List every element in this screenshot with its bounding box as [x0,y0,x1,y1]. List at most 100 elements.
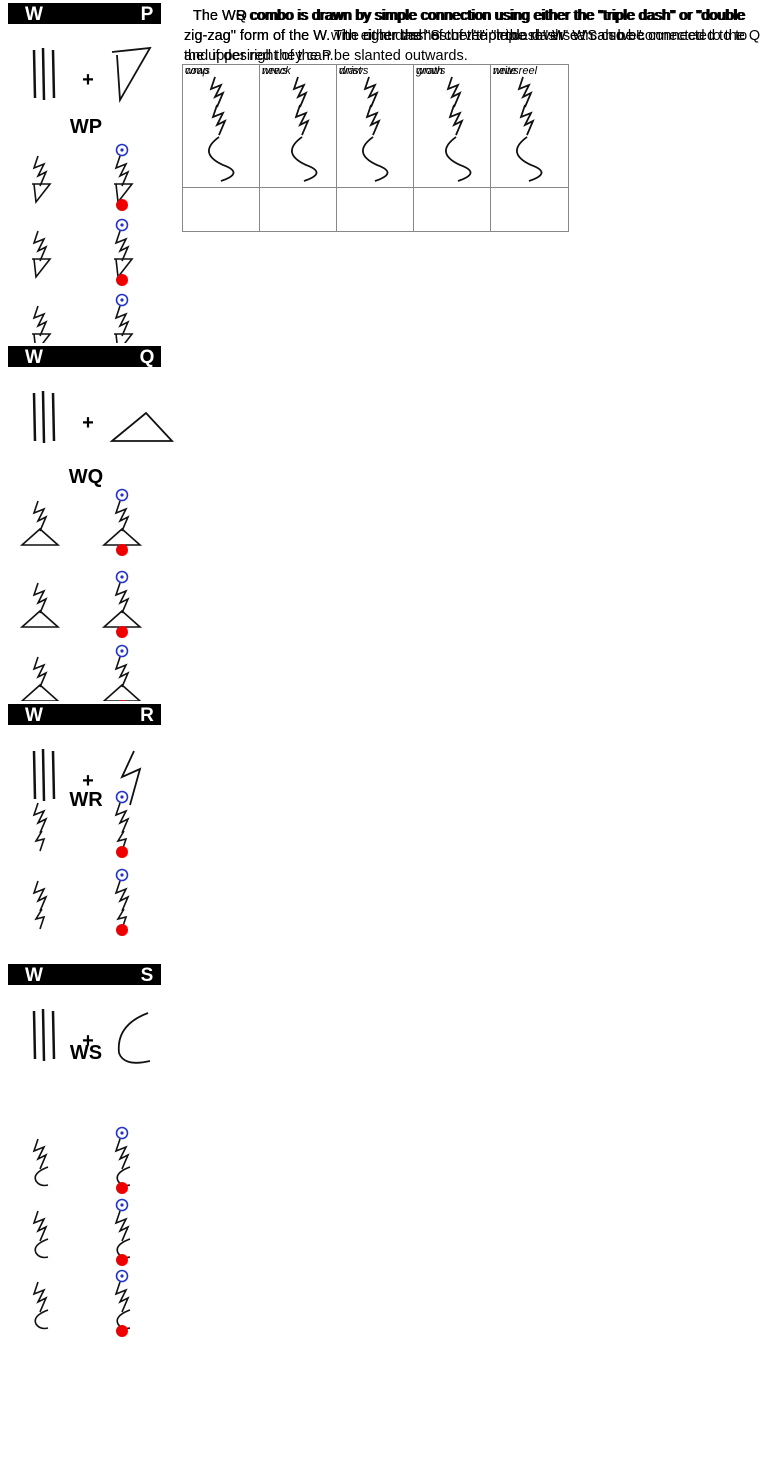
end-marker [116,924,128,936]
example-word: grows [416,65,446,77]
glyph-drawing: W R+WR [8,704,161,936]
combo-glyph [101,582,143,628]
glyph-drawing: W S+WS [8,964,161,1337]
start-marker [115,644,129,658]
combo-glyph [32,1210,49,1259]
example-word: cows [185,65,211,77]
header-bar [8,704,161,725]
start-marker [115,293,129,307]
start-dot [120,493,124,497]
combo-label: WP [70,116,102,138]
end-marker [116,1182,128,1194]
example-word: wreck [262,65,291,77]
start-dot [120,1131,124,1135]
triple-dash [32,47,56,101]
start-marker [115,790,129,804]
example-cell: grows [414,65,491,231]
start-dot [120,795,124,799]
combo-glyph [32,802,48,852]
example-word: newsreel [493,65,538,77]
plus-sign: + [82,1030,94,1052]
glyph-cell: W R + WR [0,701,773,966]
description: The WR combo is drawn by simple connecti… [184,8,746,44]
example-drawing [291,76,318,182]
start-dot [120,1274,124,1278]
combo-row: W S + WS The WS combo is drawn by simple con… [0,8,773,1473]
example-stroke [291,76,318,182]
right-letter: P [141,4,154,25]
example-drawing [516,76,543,182]
example-word: wrap [185,65,209,77]
end-marker [116,626,128,638]
end-marker [116,1325,128,1337]
end-marker [116,1254,128,1266]
combo-glyph [32,1138,49,1187]
left-letter: W [25,965,43,986]
header-bar [8,3,161,24]
start-marker [115,143,129,157]
right-letter: Q [140,347,155,368]
header-bar [8,346,161,367]
description: The WQ combo is drawn by simple connecti… [184,8,761,64]
triple-dash [32,390,56,444]
example-stroke [516,76,543,182]
example-cell: draws [337,65,414,231]
plus-sign: + [82,770,94,792]
start-marker [115,488,129,502]
description: The WS combo is drawn by simple connecti… [184,8,745,44]
start-dot [120,223,124,227]
end-marker [116,544,128,556]
letter-glyph [111,46,152,104]
right-letter: S [141,965,154,986]
end-marker [116,274,128,286]
example-cell: newsreel [491,65,568,231]
start-dot [120,873,124,877]
start-marker [115,570,129,584]
start-marker [115,868,129,882]
example-drawing [362,76,389,182]
start-marker [115,1198,129,1212]
example-word: draws [339,65,369,77]
example-word: wrath [416,65,443,77]
combo-glyph [32,155,52,205]
combo-label: WS [70,1042,102,1064]
combo-glyph [32,305,52,355]
combo-glyph [32,230,52,280]
left-letter: W [25,705,43,726]
example-cell: cows [183,65,260,231]
end-marker [116,199,128,211]
example-cell: news [260,65,337,231]
example-table: cows news draws grows newsreel [182,64,569,232]
left-letter: W [25,347,43,368]
combo-glyph [19,656,61,702]
start-marker [115,1269,129,1283]
combo-glyph [114,880,130,930]
combo-row: W P + WP The WP combo is drawn by simple con… [0,0,773,361]
example-stroke [208,76,235,182]
combo-label: WR [69,789,103,811]
combo-glyph [101,656,143,702]
combo-glyph [32,880,48,930]
start-dot [120,148,124,152]
combo-glyph [32,1281,49,1330]
letter-glyph [109,411,175,442]
example-word: news [262,65,288,77]
combo-label: WQ [69,466,103,488]
left-letter: W [25,4,43,25]
plus-sign: + [82,412,94,434]
start-marker [115,1126,129,1140]
glyph-drawing: W P+WP [8,3,161,361]
plus-sign: + [82,69,94,91]
triple-dash [32,1008,56,1062]
example-stroke [445,76,472,182]
example-drawing [445,76,472,182]
example-drawing [208,76,235,182]
start-marker [115,218,129,232]
combo-row: W R + WR The WR combo is drawn by simple con… [0,8,773,961]
example-word: wrist [339,65,362,77]
letter-glyph [120,750,142,806]
start-dot [120,649,124,653]
combo-glyph [19,500,61,546]
combo-glyph [114,1281,131,1330]
